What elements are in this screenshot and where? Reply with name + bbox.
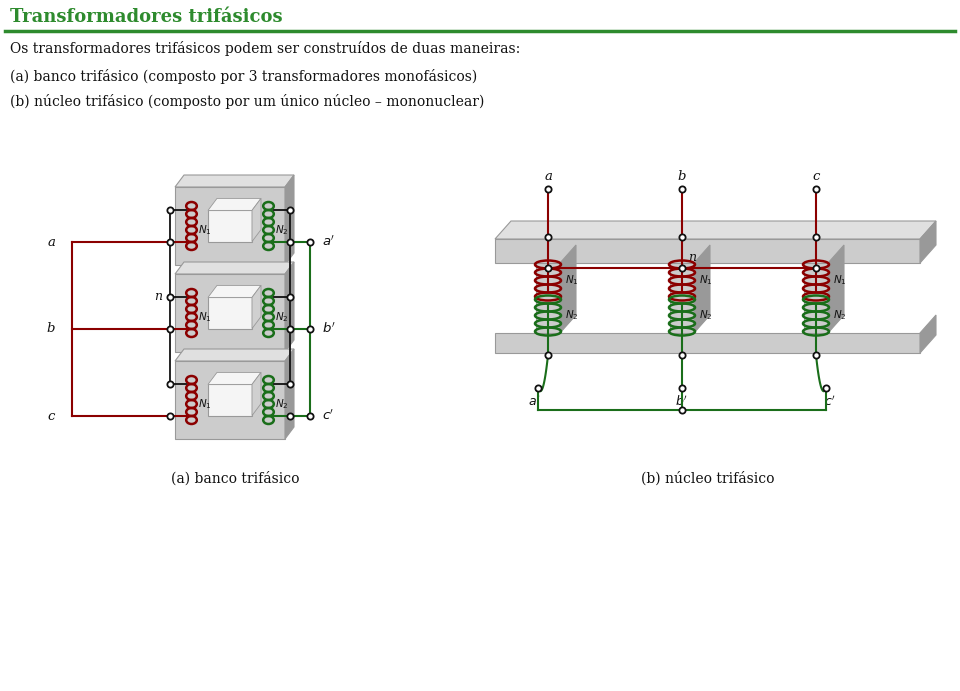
Text: $N_1$: $N_1$ (199, 310, 212, 324)
Text: n: n (154, 290, 162, 303)
Polygon shape (536, 263, 560, 333)
Text: $c'$: $c'$ (824, 394, 836, 408)
Text: a: a (544, 170, 552, 183)
Polygon shape (252, 372, 261, 415)
Text: b: b (46, 323, 55, 336)
Text: $c'$: $c'$ (322, 409, 334, 424)
Text: (a) banco trifásico (composto por 3 transformadores monofásicos): (a) banco trifásico (composto por 3 tran… (10, 69, 477, 84)
Polygon shape (495, 333, 920, 353)
Polygon shape (560, 245, 576, 333)
Polygon shape (208, 285, 261, 297)
Text: $N_2$: $N_2$ (833, 309, 847, 323)
Polygon shape (285, 175, 294, 265)
Polygon shape (285, 349, 294, 439)
Text: $N_1$: $N_1$ (199, 397, 212, 411)
Text: $N_2$: $N_2$ (276, 310, 289, 324)
Polygon shape (208, 198, 261, 210)
Text: $N_1$: $N_1$ (565, 274, 579, 287)
Text: Transformadores trifásicos: Transformadores trifásicos (10, 8, 282, 26)
Text: $N_2$: $N_2$ (276, 223, 289, 237)
Text: (a) banco trifásico: (a) banco trifásico (171, 471, 300, 485)
Polygon shape (495, 221, 936, 239)
Text: a: a (47, 236, 55, 249)
Text: c: c (812, 170, 820, 183)
Polygon shape (208, 210, 252, 242)
Polygon shape (175, 274, 285, 352)
Polygon shape (920, 315, 936, 353)
Polygon shape (670, 263, 694, 333)
Polygon shape (495, 239, 920, 263)
Text: $N_2$: $N_2$ (699, 309, 712, 323)
Text: $N_1$: $N_1$ (199, 223, 212, 237)
Text: c: c (48, 410, 55, 422)
Polygon shape (208, 372, 261, 384)
Polygon shape (252, 198, 261, 242)
Polygon shape (208, 297, 252, 329)
Text: $a'$: $a'$ (322, 235, 335, 249)
Text: (b) núcleo trifásico (composto por um único núcleo – mononuclear): (b) núcleo trifásico (composto por um ún… (10, 94, 485, 109)
Text: $N_1$: $N_1$ (699, 274, 712, 287)
Polygon shape (175, 175, 294, 187)
Text: $a'$: $a'$ (528, 394, 540, 408)
Text: $N_1$: $N_1$ (833, 274, 847, 287)
Text: Os transformadores trifásicos podem ser construídos de duas maneiras:: Os transformadores trifásicos podem ser … (10, 41, 520, 56)
Polygon shape (828, 245, 844, 333)
Polygon shape (285, 262, 294, 352)
Text: $b'$: $b'$ (322, 322, 336, 337)
Polygon shape (175, 361, 285, 439)
Polygon shape (175, 262, 294, 274)
Polygon shape (694, 245, 710, 333)
Text: $N_2$: $N_2$ (565, 309, 579, 323)
Polygon shape (252, 285, 261, 329)
Text: (b) núcleo trifásico: (b) núcleo trifásico (640, 471, 775, 485)
Text: n: n (688, 252, 696, 265)
Polygon shape (208, 384, 252, 415)
Polygon shape (920, 221, 936, 263)
Polygon shape (175, 187, 285, 265)
Polygon shape (175, 349, 294, 361)
Text: b: b (678, 170, 686, 183)
Text: $b'$: $b'$ (676, 394, 688, 408)
Polygon shape (804, 263, 828, 333)
Text: $N_2$: $N_2$ (276, 397, 289, 411)
